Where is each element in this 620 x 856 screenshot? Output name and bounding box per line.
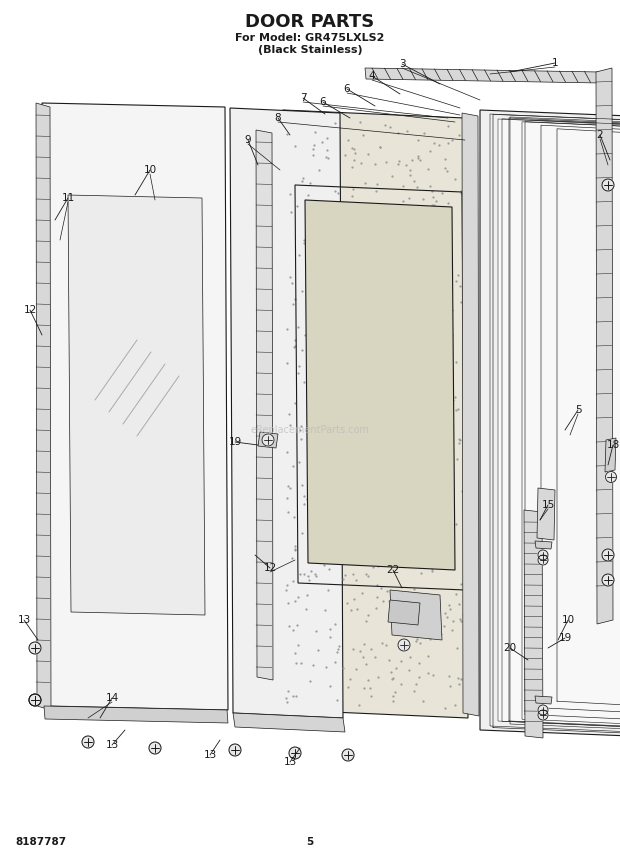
Circle shape — [29, 642, 41, 654]
Circle shape — [289, 747, 301, 759]
Text: 7: 7 — [299, 93, 306, 103]
Text: 2: 2 — [596, 130, 603, 140]
Text: 13: 13 — [203, 750, 216, 760]
Circle shape — [229, 744, 241, 756]
Circle shape — [602, 574, 614, 586]
Polygon shape — [558, 128, 620, 726]
Polygon shape — [538, 125, 620, 728]
Polygon shape — [42, 103, 228, 710]
Polygon shape — [233, 713, 345, 732]
Circle shape — [606, 472, 616, 483]
Text: 6: 6 — [343, 84, 350, 94]
Polygon shape — [36, 103, 51, 710]
Text: DOOR PARTS: DOOR PARTS — [246, 13, 374, 31]
Text: 12: 12 — [24, 305, 37, 315]
Text: 6: 6 — [320, 97, 326, 107]
Polygon shape — [390, 590, 442, 640]
Text: 14: 14 — [105, 693, 118, 703]
Polygon shape — [540, 119, 620, 734]
Polygon shape — [365, 68, 601, 83]
Polygon shape — [518, 122, 620, 730]
Circle shape — [29, 694, 41, 706]
Circle shape — [342, 749, 354, 761]
Circle shape — [538, 705, 548, 715]
Text: 10: 10 — [562, 615, 575, 625]
Circle shape — [82, 736, 94, 748]
Text: 19: 19 — [559, 633, 572, 643]
Text: 19: 19 — [228, 437, 242, 447]
Text: 18: 18 — [606, 440, 619, 450]
Text: 15: 15 — [541, 500, 555, 510]
Polygon shape — [256, 130, 273, 680]
Text: 5: 5 — [575, 405, 582, 415]
Polygon shape — [537, 488, 555, 540]
Text: 1: 1 — [552, 58, 559, 68]
Circle shape — [149, 742, 161, 754]
Text: For Model: GR475LXLS2: For Model: GR475LXLS2 — [236, 33, 384, 43]
Text: 11: 11 — [61, 193, 74, 203]
Circle shape — [29, 694, 41, 706]
Polygon shape — [520, 116, 620, 737]
Circle shape — [602, 549, 614, 561]
Text: 5: 5 — [306, 837, 314, 847]
Text: eReplacementParts.com: eReplacementParts.com — [250, 425, 370, 435]
Text: 9: 9 — [245, 135, 251, 145]
Polygon shape — [258, 432, 278, 448]
Polygon shape — [498, 119, 620, 732]
Text: 4: 4 — [369, 71, 375, 81]
Polygon shape — [283, 110, 468, 718]
Polygon shape — [230, 108, 343, 718]
Polygon shape — [68, 195, 205, 615]
Polygon shape — [388, 600, 420, 625]
Circle shape — [602, 179, 614, 191]
Circle shape — [262, 434, 274, 446]
Circle shape — [538, 555, 548, 565]
Polygon shape — [44, 706, 228, 723]
Text: 20: 20 — [503, 643, 516, 653]
Polygon shape — [524, 510, 543, 738]
Text: 13: 13 — [105, 740, 118, 750]
Text: 3: 3 — [399, 59, 405, 69]
Text: 12: 12 — [264, 563, 277, 573]
Polygon shape — [305, 200, 455, 570]
Polygon shape — [500, 113, 620, 739]
Text: 10: 10 — [143, 165, 157, 175]
Circle shape — [538, 710, 548, 720]
Polygon shape — [480, 110, 620, 741]
Text: 13: 13 — [283, 757, 296, 767]
Text: 22: 22 — [386, 565, 400, 575]
Polygon shape — [535, 696, 552, 704]
Text: 8187787: 8187787 — [15, 837, 66, 847]
Polygon shape — [535, 541, 552, 549]
Circle shape — [538, 550, 548, 560]
Text: 8: 8 — [275, 113, 281, 123]
Polygon shape — [596, 68, 613, 624]
Polygon shape — [462, 113, 479, 716]
Circle shape — [398, 639, 410, 651]
Polygon shape — [605, 438, 616, 472]
Text: 13: 13 — [17, 615, 30, 625]
Text: (Black Stainless): (Black Stainless) — [258, 45, 362, 55]
